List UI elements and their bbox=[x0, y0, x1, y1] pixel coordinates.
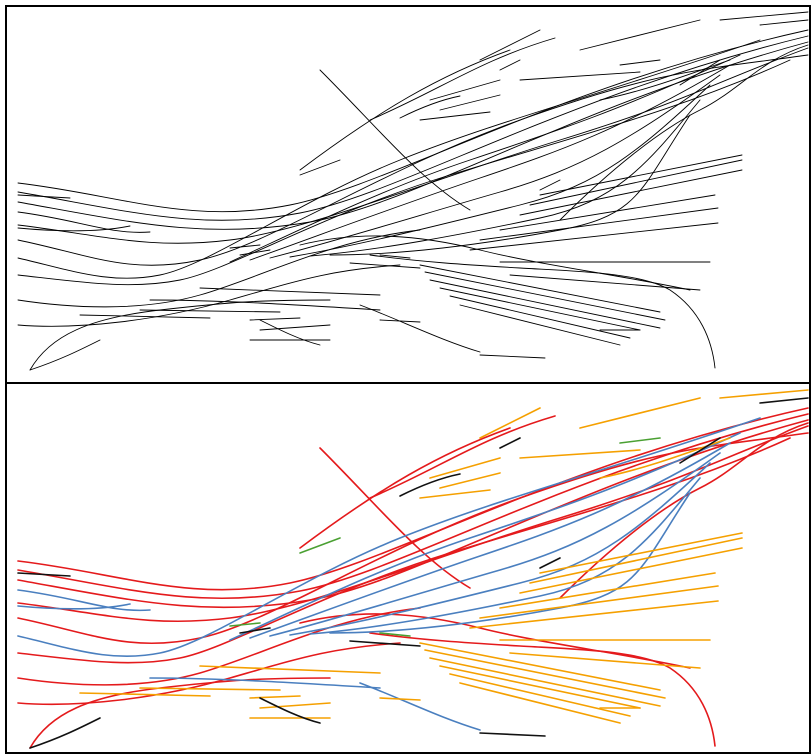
top-panel bbox=[5, 5, 811, 384]
